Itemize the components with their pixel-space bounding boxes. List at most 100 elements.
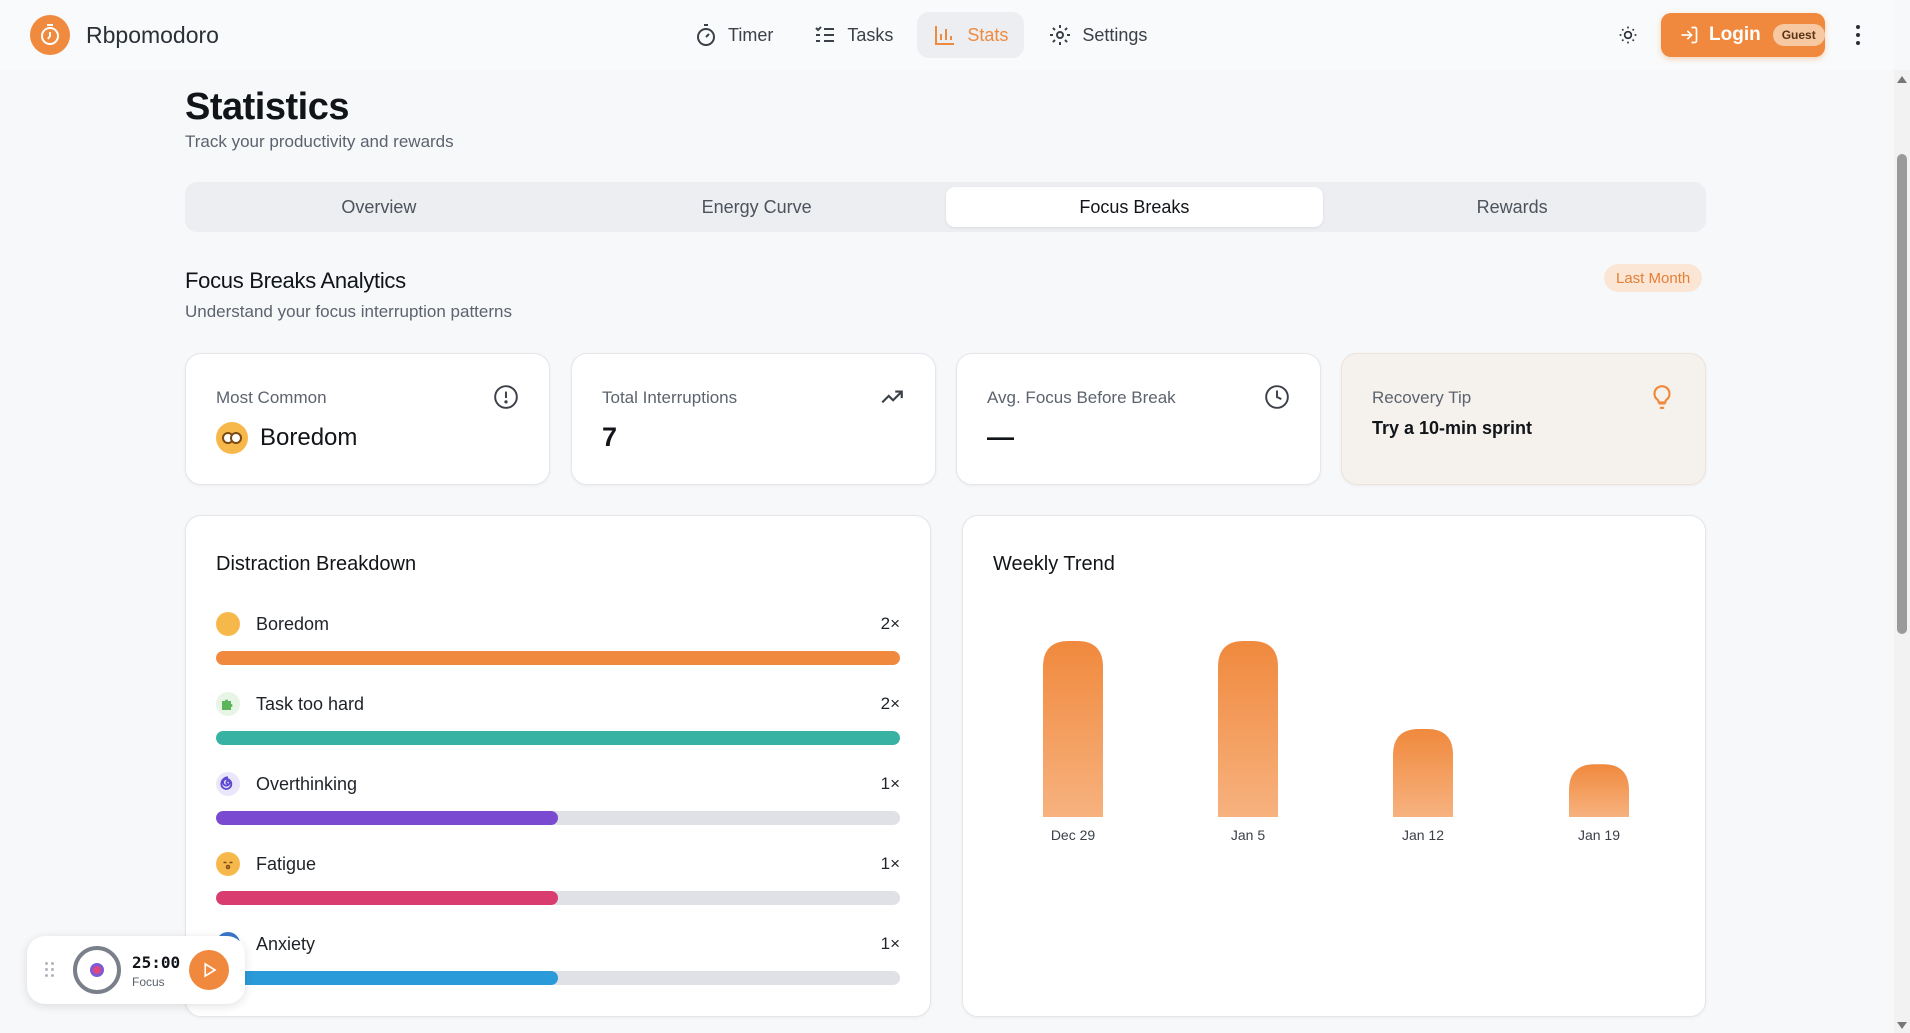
drag-handle-icon[interactable] xyxy=(45,962,55,978)
nav-timer[interactable]: Timer xyxy=(678,12,789,58)
recovery-tip-label: Recovery Tip xyxy=(1372,388,1472,407)
page-title: Statistics xyxy=(185,86,349,128)
avg-focus-label: Avg. Focus Before Break xyxy=(987,388,1176,407)
play-button[interactable] xyxy=(189,950,229,990)
puzzle-icon xyxy=(216,692,240,716)
nav-tasks[interactable]: Tasks xyxy=(797,12,909,58)
guest-badge: Guest xyxy=(1772,24,1825,46)
breakdown-bar-fill xyxy=(216,891,558,905)
tab-rewards[interactable]: Rewards xyxy=(1476,196,1548,217)
period-badge[interactable]: Last Month xyxy=(1604,264,1703,292)
trend-x-label: Dec 29 xyxy=(1051,827,1096,843)
nav-tasks-label: Tasks xyxy=(847,24,894,45)
most-common-card: Most Common Boredom xyxy=(185,353,550,485)
breakdown-title: Distraction Breakdown xyxy=(216,553,417,575)
trend-x-label: Jan 5 xyxy=(1231,827,1265,843)
breakdown-label: Anxiety xyxy=(256,933,316,954)
stats-tabs: Overview Energy Curve Focus Breaks Rewar… xyxy=(185,182,1706,232)
spiral-icon xyxy=(216,772,240,796)
play-icon xyxy=(204,962,217,978)
breakdown-bar-fill xyxy=(216,731,900,745)
section-title: Focus Breaks Analytics xyxy=(185,268,406,293)
page-scrollbar[interactable] xyxy=(1894,70,1910,1033)
most-common-value: Boredom xyxy=(216,422,357,454)
target-icon xyxy=(90,963,104,977)
mini-timer-widget[interactable]: 25:00 Focus xyxy=(27,936,245,1004)
page-subtitle: Track your productivity and rewards xyxy=(185,132,454,151)
breakdown-count: 2× xyxy=(880,614,900,633)
breakdown-count: 1× xyxy=(880,854,900,873)
scroll-up-arrow-icon[interactable] xyxy=(1897,76,1907,83)
breakdown-bar xyxy=(216,731,900,745)
breakdown-row: Task too hard 2× xyxy=(216,691,900,745)
distraction-breakdown-panel: Distraction Breakdown Boredom 2× Task to… xyxy=(185,515,931,1017)
breakdown-count: 1× xyxy=(880,934,900,953)
bar-chart-icon xyxy=(935,26,955,45)
trend-bar xyxy=(1569,764,1629,817)
weekly-trend-panel: Weekly Trend Dec 29 Jan 5 Jan 12 Jan 19 xyxy=(962,515,1706,1017)
breakdown-row: Fatigue 1× xyxy=(216,851,900,905)
trend-bar xyxy=(1043,641,1103,817)
weekly-trend-chart: Dec 29 Jan 5 Jan 12 Jan 19 xyxy=(1043,641,1629,843)
main-nav: Timer Tasks Stats Settings xyxy=(678,12,1163,58)
sleepy-face-icon xyxy=(216,852,240,876)
section-subtitle: Understand your focus interruption patte… xyxy=(185,302,512,321)
brand[interactable]: Rbpomodoro xyxy=(30,15,219,55)
mini-timer-mode: Focus xyxy=(132,975,165,989)
total-interruptions-value: 7 xyxy=(602,422,618,452)
theme-toggle-button[interactable] xyxy=(1614,21,1642,49)
task-list-icon xyxy=(815,26,835,42)
nav-settings-label: Settings xyxy=(1082,24,1148,45)
login-label: Login xyxy=(1709,24,1761,45)
breakdown-bar xyxy=(216,891,900,905)
avg-focus-card: Avg. Focus Before Break — xyxy=(956,353,1321,485)
total-interruptions-label: Total Interruptions xyxy=(602,388,738,407)
login-icon xyxy=(1681,26,1698,44)
breakdown-row: Boredom 2× xyxy=(216,611,900,665)
trend-x-label: Jan 12 xyxy=(1402,827,1444,843)
nav-timer-label: Timer xyxy=(728,24,774,45)
breakdown-bar-fill xyxy=(216,971,558,985)
login-button[interactable]: Login Guest xyxy=(1661,13,1825,57)
tab-overview[interactable]: Overview xyxy=(341,196,417,217)
breakdown-count: 1× xyxy=(880,774,900,793)
total-interruptions-card: Total Interruptions 7 xyxy=(571,353,936,485)
stopwatch-icon xyxy=(697,24,715,46)
avg-focus-value: — xyxy=(987,422,1014,452)
app-name: Rbpomodoro xyxy=(86,21,219,48)
bored-face-icon xyxy=(216,422,248,454)
tab-energy-curve[interactable]: Energy Curve xyxy=(701,196,812,217)
trend-title: Weekly Trend xyxy=(993,553,1115,575)
breakdown-label: Fatigue xyxy=(256,853,317,874)
trend-x-label: Jan 19 xyxy=(1578,827,1620,843)
breakdown-bar-fill xyxy=(216,651,900,665)
bored-face-icon xyxy=(216,612,240,636)
breakdown-label: Boredom xyxy=(256,613,330,634)
breakdown-bar xyxy=(216,811,900,825)
most-common-text: Boredom xyxy=(260,424,358,451)
timer-progress-ring xyxy=(73,946,121,994)
breakdown-bar-fill xyxy=(216,811,558,825)
trend-bar xyxy=(1393,729,1453,817)
recovery-tip-card: Recovery Tip Try a 10-min sprint xyxy=(1341,353,1706,485)
tab-focus-breaks[interactable]: Focus Breaks xyxy=(945,187,1324,227)
scroll-thumb[interactable] xyxy=(1897,154,1907,634)
lightbulb-icon xyxy=(1653,385,1671,409)
clock-icon xyxy=(1265,385,1289,409)
breakdown-bar xyxy=(216,971,900,985)
nav-settings[interactable]: Settings xyxy=(1032,12,1163,58)
alert-circle-icon xyxy=(494,385,518,409)
breakdown-count: 2× xyxy=(880,694,900,713)
breakdown-label: Task too hard xyxy=(256,693,365,714)
scroll-down-arrow-icon[interactable] xyxy=(1897,1022,1907,1029)
timer-logo-icon xyxy=(30,15,70,55)
sun-icon xyxy=(1619,26,1637,44)
trend-bar xyxy=(1218,641,1278,817)
breakdown-bar xyxy=(216,651,900,665)
breakdown-row: Overthinking 1× xyxy=(216,771,900,825)
gear-icon xyxy=(1050,25,1071,45)
trending-up-icon xyxy=(881,390,903,404)
more-menu-button[interactable] xyxy=(1848,22,1868,48)
nav-stats[interactable]: Stats xyxy=(917,12,1025,58)
most-common-label: Most Common xyxy=(216,388,327,407)
